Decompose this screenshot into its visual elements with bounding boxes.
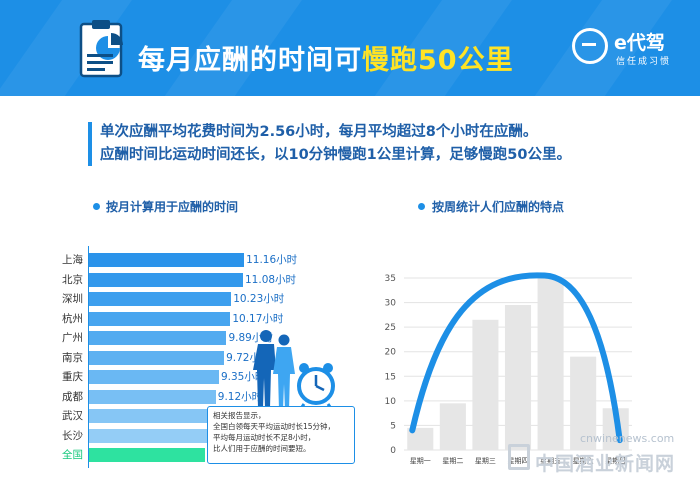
right-chart-title: 按周统计人们应酬的特点 — [432, 200, 565, 214]
y-tick-label: 15 — [385, 372, 396, 382]
bar-mark — [89, 389, 216, 404]
y-tick-label: 30 — [385, 299, 397, 309]
note-line: 比人们用于应酬的时间要短。 — [213, 444, 311, 453]
bar-category-label: 广州 — [62, 332, 83, 344]
y-tick-label: 20 — [385, 348, 397, 358]
trend-curve — [409, 272, 623, 444]
bar-mark — [570, 356, 597, 450]
bar-category-label: 杭州 — [62, 312, 83, 325]
bar-chart-axis — [88, 246, 89, 468]
y-tick-label: 10 — [385, 397, 397, 407]
bar-mark — [439, 403, 466, 450]
bar-category-label: 重庆 — [62, 371, 83, 383]
x-tick-label: 星期二 — [442, 457, 463, 465]
alarm-clock-icon — [297, 363, 335, 411]
bar-value-label: 11.16小时 — [246, 254, 298, 266]
bar-mark — [89, 409, 214, 423]
weekly-bar-chart: 0 5 10 15 20 25 30 35 星期一 星期二 星期三 星期四 星期五 星期六 星期日 — [385, 272, 632, 465]
x-tick-label: 星期六 — [573, 456, 594, 465]
bar-value-label: 11.08小时 — [245, 273, 297, 286]
bar-mark — [407, 427, 434, 450]
intro-line-1: 单次应酬平均花费时间为2.56小时，每月平均超过8个小时在应酬。 — [100, 124, 538, 140]
header-banner: 每月应酬的时间可慢跑50公里 e代驾 信任成习惯 — [0, 0, 700, 96]
bar-category-label: 北京 — [62, 273, 83, 286]
bar-category-label: 深圳 — [62, 293, 83, 305]
page-title: 每月应酬的时间可慢跑50公里 — [138, 38, 514, 77]
bar-value-label: 9.12小时 — [217, 390, 263, 403]
bar-mark — [89, 448, 205, 462]
brand-logo: e代驾 信任成习惯 — [572, 26, 682, 70]
bar-mark — [89, 253, 245, 267]
people-silhouette-icon — [253, 330, 295, 410]
bar-category-label: 武汉 — [62, 410, 83, 422]
bar-mark — [89, 311, 231, 326]
y-tick-label: 5 — [390, 421, 396, 431]
bar-value-label: 9.35小时 — [220, 371, 266, 383]
note-line: 相关报告显示， — [213, 411, 266, 420]
people-clock-illustration — [253, 330, 335, 411]
bar-value-label: 10.23小时 — [233, 293, 285, 305]
x-tick-label: 星期三 — [475, 457, 496, 465]
y-tick-label: 35 — [385, 274, 396, 284]
section-bullet-left — [93, 203, 100, 210]
bar-category-label: 全国 — [62, 449, 83, 461]
bar-mark — [472, 319, 499, 450]
bar-mark — [504, 305, 532, 450]
intro-accent-bar — [88, 122, 92, 166]
bar-category-label: 长沙 — [62, 429, 83, 442]
x-tick-label: 星期一 — [410, 457, 431, 465]
bar-mark — [537, 278, 564, 450]
x-tick-label: 星期四 — [508, 457, 529, 465]
title-highlight: 慢跑50公里 — [362, 45, 514, 76]
bar-value-label: 10.17小时 — [232, 312, 284, 325]
bar-mark — [89, 272, 243, 287]
left-chart-title: 按月计算用于应酬的时间 — [106, 200, 239, 214]
note-line: 平均每月运动时长不足8小时， — [213, 433, 316, 442]
watermark-name: 中国酒业新闻网 — [535, 453, 676, 475]
bar-mark — [89, 428, 210, 443]
bar-mark — [89, 331, 227, 345]
x-tick-label: 星期日 — [605, 457, 626, 465]
section-bullet-right — [418, 203, 425, 210]
bar-mark — [89, 292, 232, 306]
brand-name: e代驾 — [614, 32, 665, 54]
report-note: 相关报告显示， 全国白领每天平均运动时长15分钟， 平均每月运动时长不足8小时，… — [207, 406, 355, 464]
bar-category-label: 上海 — [62, 254, 83, 266]
brand-slogan: 信任成习惯 — [616, 57, 672, 67]
bar-mark — [89, 350, 225, 365]
bar-mark — [89, 370, 219, 384]
watermark-logo — [508, 444, 530, 470]
x-tick-label: 星期五 — [540, 457, 561, 465]
y-tick-label: 0 — [390, 446, 396, 456]
title-main: 每月应酬的时间可 — [138, 45, 362, 76]
bar-category-label: 南京 — [62, 351, 83, 364]
bar-category-label: 成都 — [62, 390, 83, 403]
intro-text: 单次应酬平均花费时间为2.56小时，每月平均超过8个小时在应酬。 应酬时间比运动… — [100, 121, 571, 167]
brand-e-icon — [572, 28, 608, 64]
clipboard-chart-icon — [79, 20, 123, 78]
y-tick-label: 25 — [385, 323, 396, 333]
watermark-domain: cnwinenews.com — [580, 432, 675, 445]
intro-line-2: 应酬时间比运动时间还长，以10分钟慢跑1公里计算，足够慢跑50公里。 — [100, 147, 571, 163]
note-line: 全国白领每天平均运动时长15分钟， — [213, 422, 336, 431]
